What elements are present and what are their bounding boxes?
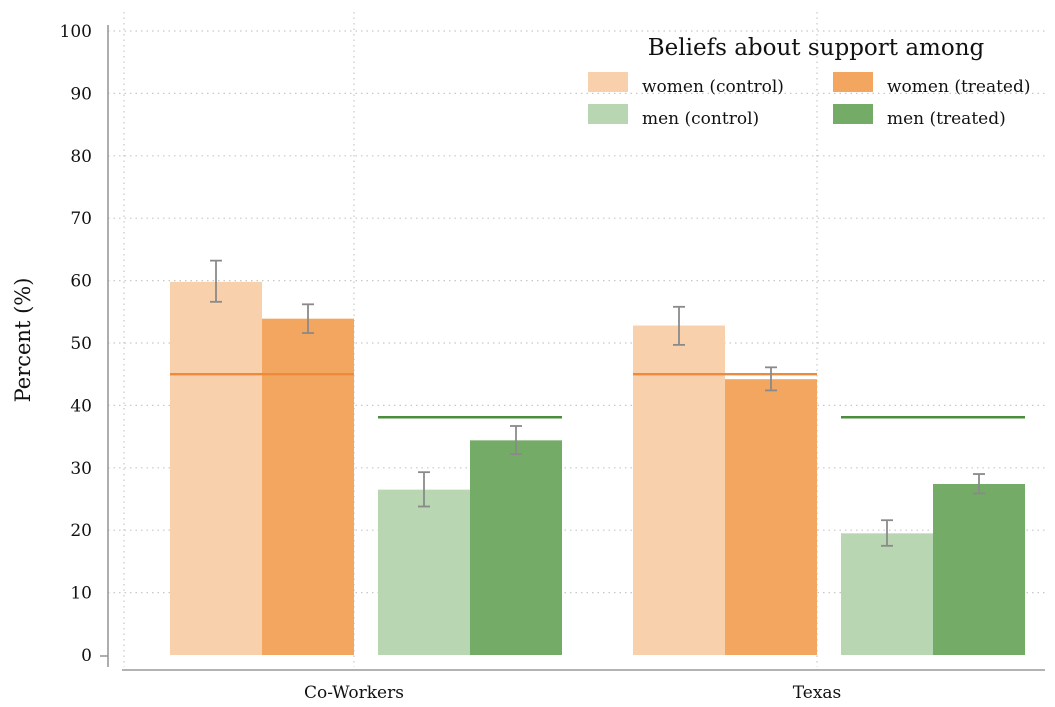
y-tick-label: 100: [60, 22, 92, 42]
bar: [633, 325, 725, 655]
error-bar: [673, 305, 685, 346]
reference-lines: [170, 373, 1025, 419]
axes: 0 10 20 30 40 50 60 70 80 90 100 Co-Workers Texas: [60, 22, 1045, 703]
legend-label: women (treated): [887, 77, 1031, 97]
error-bar: [765, 366, 777, 392]
bar: [725, 379, 817, 655]
error-bar: [418, 471, 430, 508]
legend-label: men (treated): [887, 109, 1006, 129]
legend-label: women (control): [642, 77, 784, 97]
y-tick-label: 0: [81, 646, 92, 666]
y-tick-label: 70: [70, 209, 92, 229]
y-axis-title: Percent (%): [11, 278, 35, 403]
legend-swatch: [833, 104, 873, 124]
error-bars: [210, 259, 985, 547]
bar: [170, 281, 262, 655]
y-tick-label: 20: [70, 521, 92, 541]
legend-swatch: [588, 72, 628, 92]
legend-label: men (control): [642, 109, 759, 129]
error-bar: [302, 303, 314, 334]
bar: [933, 484, 1025, 655]
bars-layer: [170, 281, 1025, 655]
y-tick-label: 80: [70, 147, 92, 167]
bar: [378, 489, 470, 655]
legend-swatch: [833, 72, 873, 92]
y-tick-label: 10: [70, 584, 92, 604]
error-bar: [510, 425, 522, 455]
x-tick-label: Co-Workers: [304, 683, 404, 703]
error-bar: [973, 473, 985, 495]
bar: [262, 318, 354, 655]
y-tick-label: 50: [70, 334, 92, 354]
y-tick-label: 90: [70, 84, 92, 104]
bar: [470, 440, 562, 655]
x-tick-label: Texas: [793, 683, 842, 703]
y-tick-label: 30: [70, 459, 92, 479]
legend: Beliefs about support among women (contr…: [588, 35, 1031, 129]
legend-title: Beliefs about support among: [648, 35, 985, 61]
y-tick-label: 60: [70, 272, 92, 292]
bar: [841, 533, 933, 655]
error-bar: [881, 519, 893, 547]
legend-swatch: [588, 104, 628, 124]
error-bar: [210, 259, 222, 303]
y-tick-label: 40: [70, 396, 92, 416]
